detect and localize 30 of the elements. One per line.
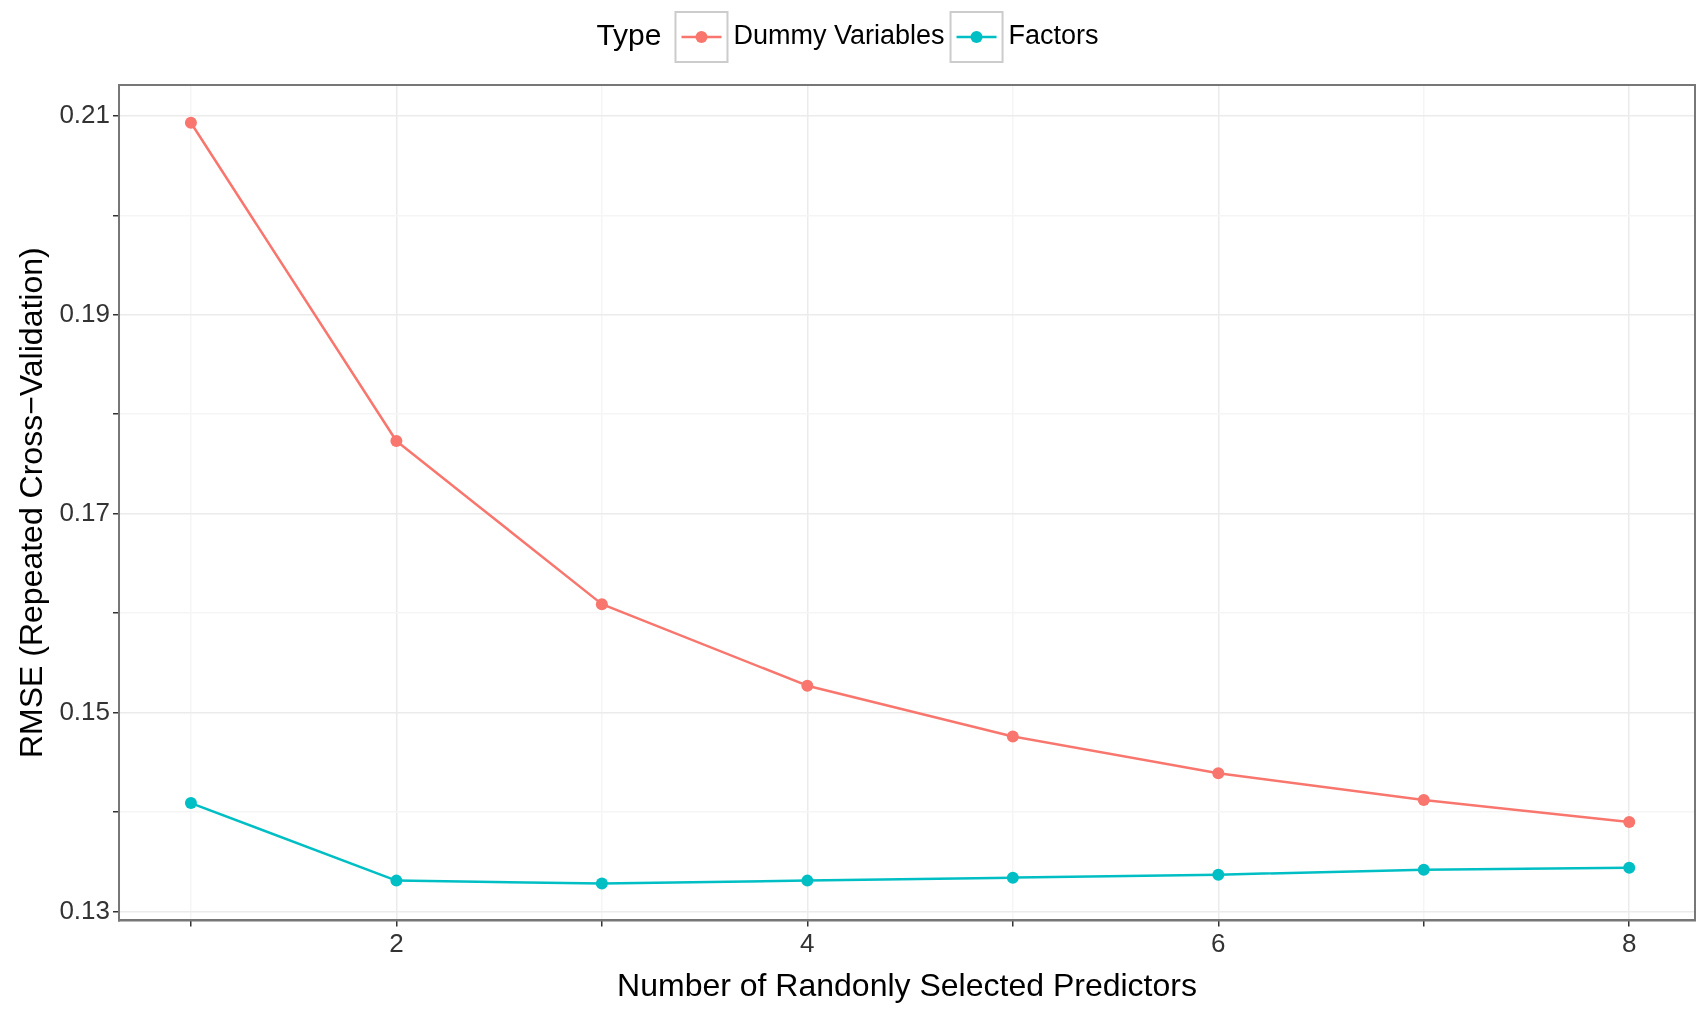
y-tick-label: 0.15 bbox=[59, 695, 110, 726]
legend-label: Dummy Variables bbox=[733, 20, 945, 51]
x-tick-label: 4 bbox=[800, 928, 815, 959]
point bbox=[184, 116, 197, 129]
point bbox=[1417, 794, 1430, 807]
x-tick-label: 2 bbox=[389, 928, 404, 959]
y-tick-label: 0.21 bbox=[59, 99, 110, 129]
point bbox=[595, 598, 608, 611]
point bbox=[390, 874, 403, 887]
point bbox=[390, 435, 403, 448]
point bbox=[801, 874, 814, 887]
point bbox=[801, 679, 814, 692]
legend-title: Type bbox=[596, 18, 662, 52]
y-tick-label: 0.13 bbox=[59, 894, 110, 925]
legend-label: Factors bbox=[1008, 20, 1099, 51]
point bbox=[1006, 730, 1019, 743]
x-axis-title: Number of Randonly Selected Predictors bbox=[617, 966, 1197, 1003]
point bbox=[595, 877, 608, 890]
y-tick-label: 0.19 bbox=[59, 297, 110, 328]
point bbox=[184, 797, 197, 810]
y-axis-title: RMSE (Repeated Cross−Validation) bbox=[13, 247, 50, 759]
point bbox=[1417, 863, 1430, 876]
point bbox=[1212, 868, 1225, 881]
point bbox=[1623, 861, 1636, 874]
y-tick-label: 0.17 bbox=[59, 496, 110, 527]
point bbox=[1623, 815, 1636, 828]
x-tick-label: 6 bbox=[1211, 928, 1226, 959]
point bbox=[1006, 871, 1019, 884]
x-tick-label: 8 bbox=[1622, 928, 1637, 959]
point bbox=[1212, 767, 1225, 780]
